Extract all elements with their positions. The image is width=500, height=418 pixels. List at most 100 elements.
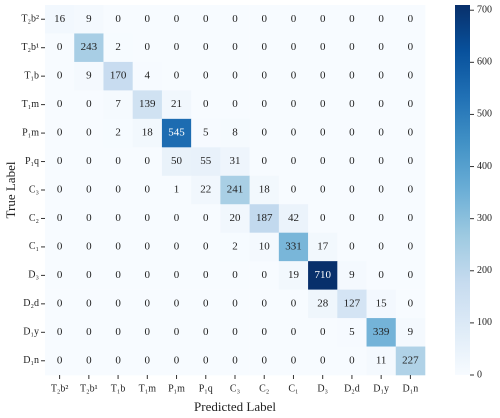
y-tick-label: P₁q [25, 156, 39, 167]
cell-label: 2 [115, 127, 121, 139]
heatmap-cell [132, 346, 163, 376]
cell-label: 545 [168, 127, 185, 139]
heatmap-cell [191, 61, 221, 91]
y-tick-label: T₂b¹ [21, 42, 39, 53]
heatmap-cell [220, 175, 250, 205]
heatmap-cell [220, 204, 250, 233]
heatmap-cell [74, 118, 104, 148]
cell-label: 0 [115, 297, 121, 309]
heatmap-cell [132, 147, 163, 177]
x-tick-label: D₁y [373, 383, 389, 394]
cell-label: 0 [378, 127, 384, 139]
cell-label: 0 [115, 269, 121, 281]
cell-label: 0 [57, 212, 63, 224]
cell-label: 0 [378, 41, 384, 53]
cell-label: 0 [291, 184, 297, 196]
cell-label: 5 [349, 326, 355, 338]
heatmap-cell [161, 204, 192, 233]
cell-label: 9 [349, 269, 355, 281]
heatmap-cell [249, 118, 280, 148]
x-tick-label: D₁n [403, 383, 419, 394]
cell-label: 0 [378, 212, 384, 224]
heatmap-cell [278, 318, 309, 347]
heatmap-cell [74, 61, 104, 91]
heatmap-cell [308, 90, 338, 120]
cell-label: 0 [145, 269, 151, 281]
heatmap-cell [74, 318, 104, 347]
cell-label: 2 [115, 41, 121, 53]
heatmap-cell [132, 33, 163, 63]
cell-label: 0 [115, 240, 121, 252]
heatmap-cell [220, 346, 250, 376]
heatmap-cell [337, 90, 367, 120]
x-tick-label: P₁q [199, 383, 213, 394]
cell-label: 0 [86, 127, 92, 139]
cell-label: 0 [291, 127, 297, 139]
cell-label: 1 [174, 184, 180, 196]
cell-label: 0 [145, 240, 151, 252]
heatmap-cell [308, 147, 338, 177]
cell-label: 9 [86, 70, 92, 82]
heatmap-cell [74, 90, 104, 120]
cell-label: 0 [57, 269, 63, 281]
heatmap-cell [366, 90, 397, 120]
heatmap-cell [103, 204, 133, 233]
heatmap-cell [278, 33, 309, 63]
cell-label: 0 [57, 354, 63, 366]
cell-label: 0 [86, 240, 92, 252]
heatmap-cell [161, 5, 192, 34]
heatmap-cell [161, 261, 192, 290]
heatmap-cell [132, 118, 163, 148]
cell-label: 170 [110, 70, 127, 82]
cell-label: 0 [57, 240, 63, 252]
cell-label: 0 [203, 326, 209, 338]
heatmap-cell [191, 346, 221, 376]
heatmap-cell [220, 33, 250, 63]
cell-label: 18 [259, 184, 271, 196]
cell-label: 0 [320, 354, 326, 366]
heatmap-cell [395, 61, 426, 91]
heatmap-cell [308, 318, 338, 347]
cell-label: 0 [408, 70, 414, 82]
cell-label: 241 [227, 184, 244, 196]
cell-label: 0 [232, 13, 238, 25]
heatmap-cell [395, 175, 426, 205]
heatmap-cell [220, 118, 250, 148]
heatmap-cell [161, 289, 192, 319]
heatmap-cell [278, 261, 309, 290]
heatmap-cell [395, 147, 426, 177]
heatmap-cell [45, 90, 75, 120]
cell-label: 0 [57, 41, 63, 53]
cell-label: 0 [174, 326, 180, 338]
heatmap-cell [191, 204, 221, 233]
heatmap-cell [278, 61, 309, 91]
heatmap-cell [395, 232, 426, 262]
heatmap-cell [103, 90, 133, 120]
heatmap-cell [249, 232, 280, 262]
heatmap-cell [74, 289, 104, 319]
cell-label: 0 [232, 326, 238, 338]
heatmap-cell [220, 147, 250, 177]
cell-label: 19 [288, 269, 300, 281]
cell-label: 0 [86, 98, 92, 110]
colorbar-tick-label: 400 [477, 161, 492, 172]
cell-label: 0 [86, 212, 92, 224]
heatmap-cell [366, 289, 397, 319]
heatmap-cell [132, 232, 163, 262]
heatmap-cell [337, 261, 367, 290]
cell-label: 0 [145, 155, 151, 167]
heatmap-cell [220, 318, 250, 347]
cell-label: 0 [378, 70, 384, 82]
heatmap-cell [132, 90, 163, 120]
heatmap-cell [220, 5, 250, 34]
cell-label: 0 [115, 155, 121, 167]
heatmap-cell [220, 261, 250, 290]
heatmap-cell [278, 232, 309, 262]
heatmap-cell [337, 118, 367, 148]
cell-label: 0 [115, 184, 121, 196]
heatmap-cell [395, 90, 426, 120]
colorbar [455, 5, 470, 375]
heatmap-cell [366, 5, 397, 34]
heatmap-cell [191, 318, 221, 347]
heatmap-cell [337, 232, 367, 262]
